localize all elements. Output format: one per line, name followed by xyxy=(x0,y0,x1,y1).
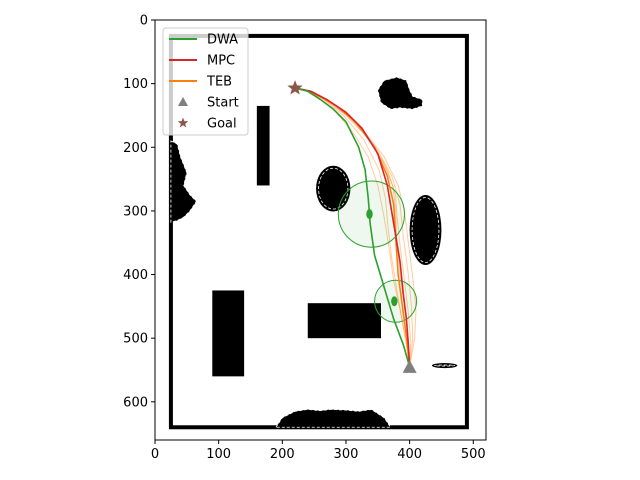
legend: DWA MPC TEB Start Goal xyxy=(162,27,249,136)
x-tick-label-500: 500 xyxy=(461,447,486,462)
legend-label-teb: TEB xyxy=(206,75,232,90)
start-marker xyxy=(402,359,417,373)
obstacle-blob-edge-2 xyxy=(170,140,197,223)
obstacle-ellipse-edge-1 xyxy=(318,167,349,210)
x-tick-label-0: 0 xyxy=(151,447,159,462)
legend-label-start: Start xyxy=(207,96,239,111)
robot-marker-2 xyxy=(391,296,398,307)
series-line-mpc xyxy=(294,87,411,367)
y-tick-label-400: 400 xyxy=(123,268,148,283)
obstacle-rect-2 xyxy=(212,290,245,377)
robot-marker-1 xyxy=(366,209,373,220)
obstacle-blob-2 xyxy=(170,140,197,223)
obstacle-rect-1 xyxy=(256,105,270,186)
series-line-dwa xyxy=(294,87,411,368)
axis-ticks: 0 100 200 300 400 500 0 100 200 300 400 500 600 xyxy=(123,14,486,463)
y-tick-label-300: 300 xyxy=(123,204,148,219)
y-tick-label-100: 100 xyxy=(123,77,148,92)
y-tick-label-0: 0 xyxy=(140,14,148,29)
obstacle-ellipse-edge-3 xyxy=(433,364,456,367)
y-tick-label-500: 500 xyxy=(123,332,148,347)
obstacle-blob-1 xyxy=(377,77,423,110)
x-tick-label-200: 200 xyxy=(270,447,295,462)
legend-label-mpc: MPC xyxy=(207,54,235,69)
legend-swatch-start xyxy=(178,97,188,106)
axes-frame xyxy=(154,19,487,441)
x-tick-label-300: 300 xyxy=(334,447,359,462)
goal-marker xyxy=(287,80,303,95)
legend-box xyxy=(162,27,249,136)
y-tick-label-600: 600 xyxy=(123,395,148,410)
plot-area xyxy=(168,33,469,430)
obstacle-rect-3 xyxy=(307,303,381,339)
x-tick-label-100: 100 xyxy=(206,447,231,462)
legend-label-goal: Goal xyxy=(207,117,237,132)
x-tick-label-400: 400 xyxy=(397,447,422,462)
obstacle-blob-edge-1 xyxy=(377,76,423,110)
legend-label-dwa: DWA xyxy=(207,33,238,48)
obstacle-blob-3 xyxy=(275,409,391,428)
obstacle-ellipse-2 xyxy=(409,195,442,265)
obstacle-ellipse-3 xyxy=(431,363,458,369)
y-tick-label-200: 200 xyxy=(123,141,148,156)
legend-swatch-goal xyxy=(177,117,189,128)
obstacle-ellipse-edge-2 xyxy=(411,197,440,263)
